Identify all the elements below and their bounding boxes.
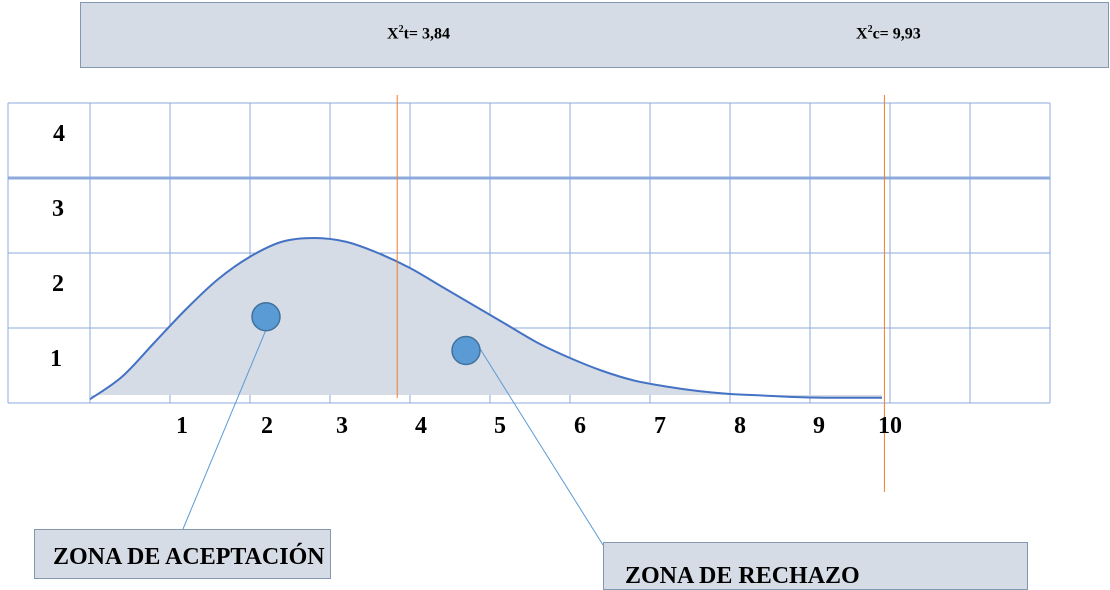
x-tick-label-8: 8	[734, 413, 746, 439]
y-tick-label-1: 1	[50, 346, 62, 372]
y-tick-label-3: 3	[52, 196, 64, 222]
stat-t-rest: t= 3,84	[403, 25, 451, 43]
stat-c-power: 2	[867, 24, 873, 35]
zone-markers	[251, 302, 481, 366]
acceptance-zone-label: ZONA DE ACEPTACIÓN	[34, 529, 331, 579]
x-tick-label-3: 3	[336, 413, 348, 439]
rejection-zone-text: ZONA DE RECHAZO	[625, 563, 860, 589]
critical-lines	[396, 95, 885, 492]
distribution-curve	[89, 236, 882, 401]
x-tick-label-7: 7	[654, 413, 666, 439]
rejection-zone-label: ZONA DE RECHAZO	[603, 542, 1028, 590]
stat-t-power: 2	[398, 24, 404, 35]
leader-line-reject	[477, 345, 604, 546]
chart-grid	[7, 102, 1051, 404]
y-tick-labels: 1 2 3 4	[50, 121, 65, 372]
zone-marker-0	[251, 302, 281, 332]
stat-c-rest: c= 9,93	[872, 25, 921, 43]
x-tick-label-5: 5	[494, 413, 506, 439]
x-tick-label-2: 2	[261, 413, 273, 439]
stat-t-symbol: X	[387, 25, 399, 43]
leader-lines	[182, 329, 604, 546]
x-tick-label-6: 6	[574, 413, 586, 439]
distribution-fill	[90, 238, 882, 400]
y-tick-label-2: 2	[52, 271, 64, 297]
leader-line-accept	[182, 329, 267, 530]
acceptance-zone-text: ZONA DE ACEPTACIÓN	[53, 544, 325, 570]
zone-marker-1	[451, 335, 481, 366]
stat-c-symbol: X	[856, 25, 868, 43]
chi-square-calculated-value: X2c= 9,93	[856, 24, 921, 43]
x-tick-labels: 1 2 3 4 5 6 7 8 9 10	[176, 413, 902, 439]
distribution-area	[89, 236, 882, 401]
statistics-header: X2t= 3,84 X2c= 9,93	[80, 2, 1109, 68]
x-tick-label-4: 4	[415, 413, 427, 439]
x-tick-label-1: 1	[176, 413, 188, 439]
x-tick-label-9: 9	[813, 413, 825, 439]
x-tick-label-10: 10	[878, 413, 902, 439]
y-tick-label-4: 4	[53, 121, 65, 147]
chi-square-table-value: X2t= 3,84	[387, 24, 450, 43]
